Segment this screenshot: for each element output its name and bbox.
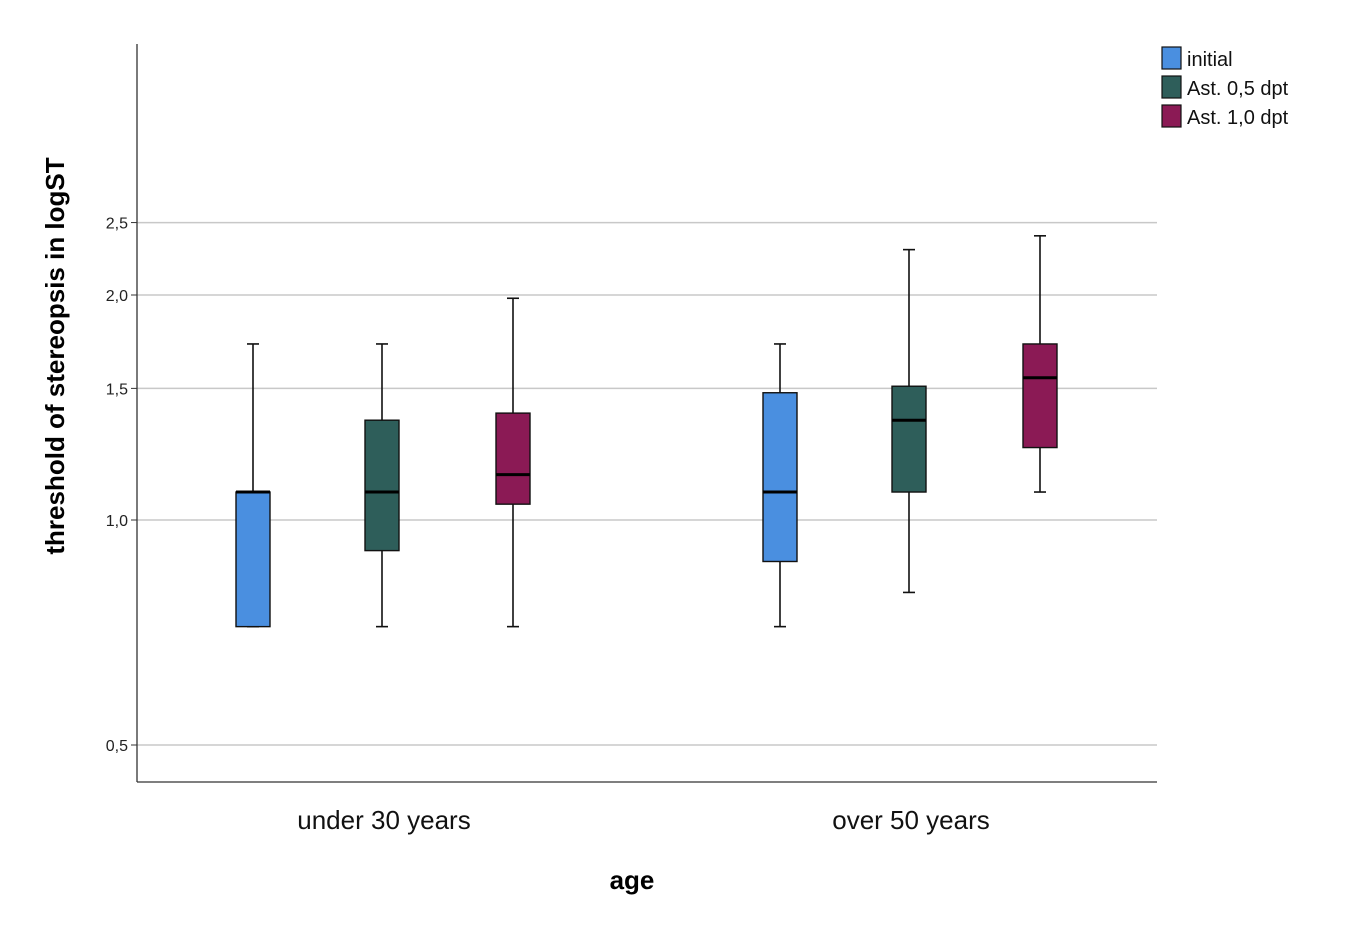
box	[235, 343, 271, 628]
box-series	[235, 235, 1058, 628]
y-tick-label: 2,5	[106, 216, 128, 233]
y-tick-label: 0,5	[106, 738, 128, 755]
x-category-labels: under 30 years over 50 years	[297, 805, 989, 835]
series-1	[364, 248, 927, 628]
y-tick-label: 1,0	[106, 513, 128, 530]
axes	[136, 44, 1157, 783]
box-iqr	[762, 392, 798, 563]
box	[1022, 235, 1058, 493]
y-tick-label: 2,0	[106, 288, 128, 305]
legend-swatch	[1161, 104, 1182, 128]
box-iqr	[891, 385, 927, 493]
box	[495, 297, 531, 628]
legend-label: initial	[1187, 49, 1233, 71]
x-category-label: over 50 years	[832, 805, 990, 835]
x-axis-title: age	[610, 865, 655, 895]
legend-item: Ast. 1,0 dpt	[1161, 104, 1289, 129]
legend-swatch	[1161, 46, 1182, 70]
box-iqr	[364, 419, 400, 552]
legend-item: Ast. 0,5 dpt	[1161, 75, 1289, 100]
y-axis-title: threshold of stereopsis in logST	[40, 157, 70, 554]
box	[891, 248, 927, 594]
box	[762, 343, 798, 628]
box-iqr	[495, 412, 531, 505]
box-iqr	[235, 491, 271, 628]
y-tick-labels: 0,5 1,0 1,5 2,0 2,5	[106, 216, 137, 755]
legend-item: initial	[1161, 46, 1233, 71]
legend-label: Ast. 1,0 dpt	[1187, 107, 1289, 129]
box	[364, 343, 400, 628]
y-tick-label: 1,5	[106, 381, 128, 398]
gridlines	[137, 221, 1157, 746]
series-0	[235, 343, 798, 628]
legend: initial Ast. 0,5 dpt Ast. 1,0 dpt	[1161, 46, 1289, 129]
box-iqr	[1022, 343, 1058, 449]
legend-label: Ast. 0,5 dpt	[1187, 78, 1289, 100]
series-2	[495, 235, 1058, 628]
legend-swatch	[1161, 75, 1182, 99]
x-category-label: under 30 years	[297, 805, 470, 835]
